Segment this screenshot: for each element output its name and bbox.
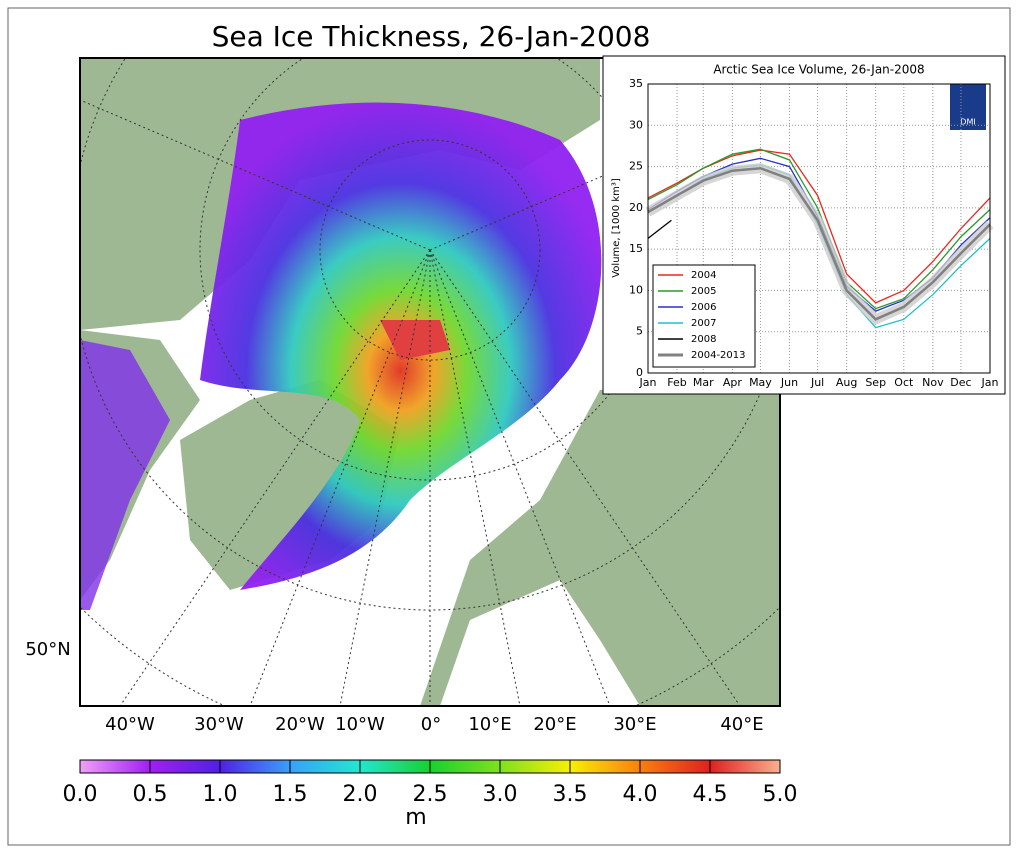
legend-label: 2007 bbox=[691, 318, 716, 329]
x-tick-label: Feb bbox=[667, 376, 686, 389]
series-line bbox=[647, 148, 991, 310]
legend-label: 2005 bbox=[691, 286, 716, 297]
longitude-label: 20°W bbox=[275, 714, 325, 735]
colorbar-tick-label: 4.0 bbox=[623, 782, 658, 807]
y-tick-label: 15 bbox=[629, 242, 643, 255]
y-tick-label: 25 bbox=[629, 160, 643, 173]
longitude-label: 10°W bbox=[335, 714, 385, 735]
longitude-label: 10°E bbox=[468, 714, 511, 735]
y-tick-label: 5 bbox=[636, 325, 643, 338]
colorbar-tick-label: 1.0 bbox=[203, 782, 238, 807]
x-tick-label: Aug bbox=[836, 376, 857, 389]
y-tick-label: 20 bbox=[629, 201, 643, 214]
y-tick-label: 10 bbox=[629, 283, 643, 296]
logo bbox=[950, 84, 986, 130]
colorbar-tick-label: 2.0 bbox=[343, 782, 378, 807]
longitude-label: 40°W bbox=[105, 714, 155, 735]
x-tick-label: Nov bbox=[922, 376, 944, 389]
x-tick-label: Apr bbox=[723, 376, 743, 389]
plot-frame bbox=[647, 83, 991, 374]
legend-box bbox=[652, 264, 756, 368]
legend-label: 2008 bbox=[691, 334, 716, 345]
x-tick-label: Jul bbox=[810, 376, 824, 389]
legend-label: 2004 bbox=[691, 270, 716, 281]
y-tick-label: 0 bbox=[636, 366, 643, 379]
x-tick-label: Jan bbox=[639, 376, 657, 389]
latitude-label: 50°N bbox=[25, 639, 70, 660]
y-tick-label: 35 bbox=[629, 77, 643, 90]
longitude-label: 30°E bbox=[613, 714, 656, 735]
y-axis-label: Volume, [1000 km³] bbox=[611, 178, 622, 278]
legend-label: 2004-2013 bbox=[691, 350, 746, 361]
colorbar-tick-label: 0.5 bbox=[133, 782, 168, 807]
map-title: Sea Ice Thickness, 26-Jan-2008 bbox=[212, 20, 651, 53]
colorbar-tick-label: 4.5 bbox=[693, 782, 728, 807]
x-tick-label: Dec bbox=[950, 376, 971, 389]
series-line bbox=[647, 166, 991, 321]
colorbar-label: m bbox=[405, 805, 426, 830]
chart-title: Arctic Sea Ice Volume, 26-Jan-2008 bbox=[713, 63, 924, 77]
longitude-label: 40°E bbox=[720, 714, 763, 735]
series-line bbox=[647, 219, 672, 239]
x-tick-label: May bbox=[749, 376, 772, 389]
longitude-label: 0° bbox=[421, 714, 441, 735]
x-tick-label: Mar bbox=[693, 376, 714, 389]
x-tick-label: Jun bbox=[780, 376, 798, 389]
logo-text: DMI bbox=[960, 118, 975, 127]
colorbar-tick-label: 1.5 bbox=[273, 782, 308, 807]
x-tick-label: Oct bbox=[894, 376, 914, 389]
longitude-label: 20°E bbox=[533, 714, 576, 735]
map bbox=[80, 58, 780, 706]
colorbar-tick-label: 2.5 bbox=[413, 782, 448, 807]
legend-label: 2006 bbox=[691, 302, 716, 313]
colorbar-tick-label: 5.0 bbox=[763, 782, 798, 807]
y-tick-label: 30 bbox=[629, 118, 643, 131]
x-tick-label: Sep bbox=[865, 376, 886, 389]
colorbar-tick-label: 3.0 bbox=[483, 782, 518, 807]
longitude-label: 30°W bbox=[194, 714, 244, 735]
colorbar-tick-label: 0.0 bbox=[63, 782, 98, 807]
colorbar-tick-label: 3.5 bbox=[553, 782, 588, 807]
x-tick-label: Jan bbox=[981, 376, 999, 389]
